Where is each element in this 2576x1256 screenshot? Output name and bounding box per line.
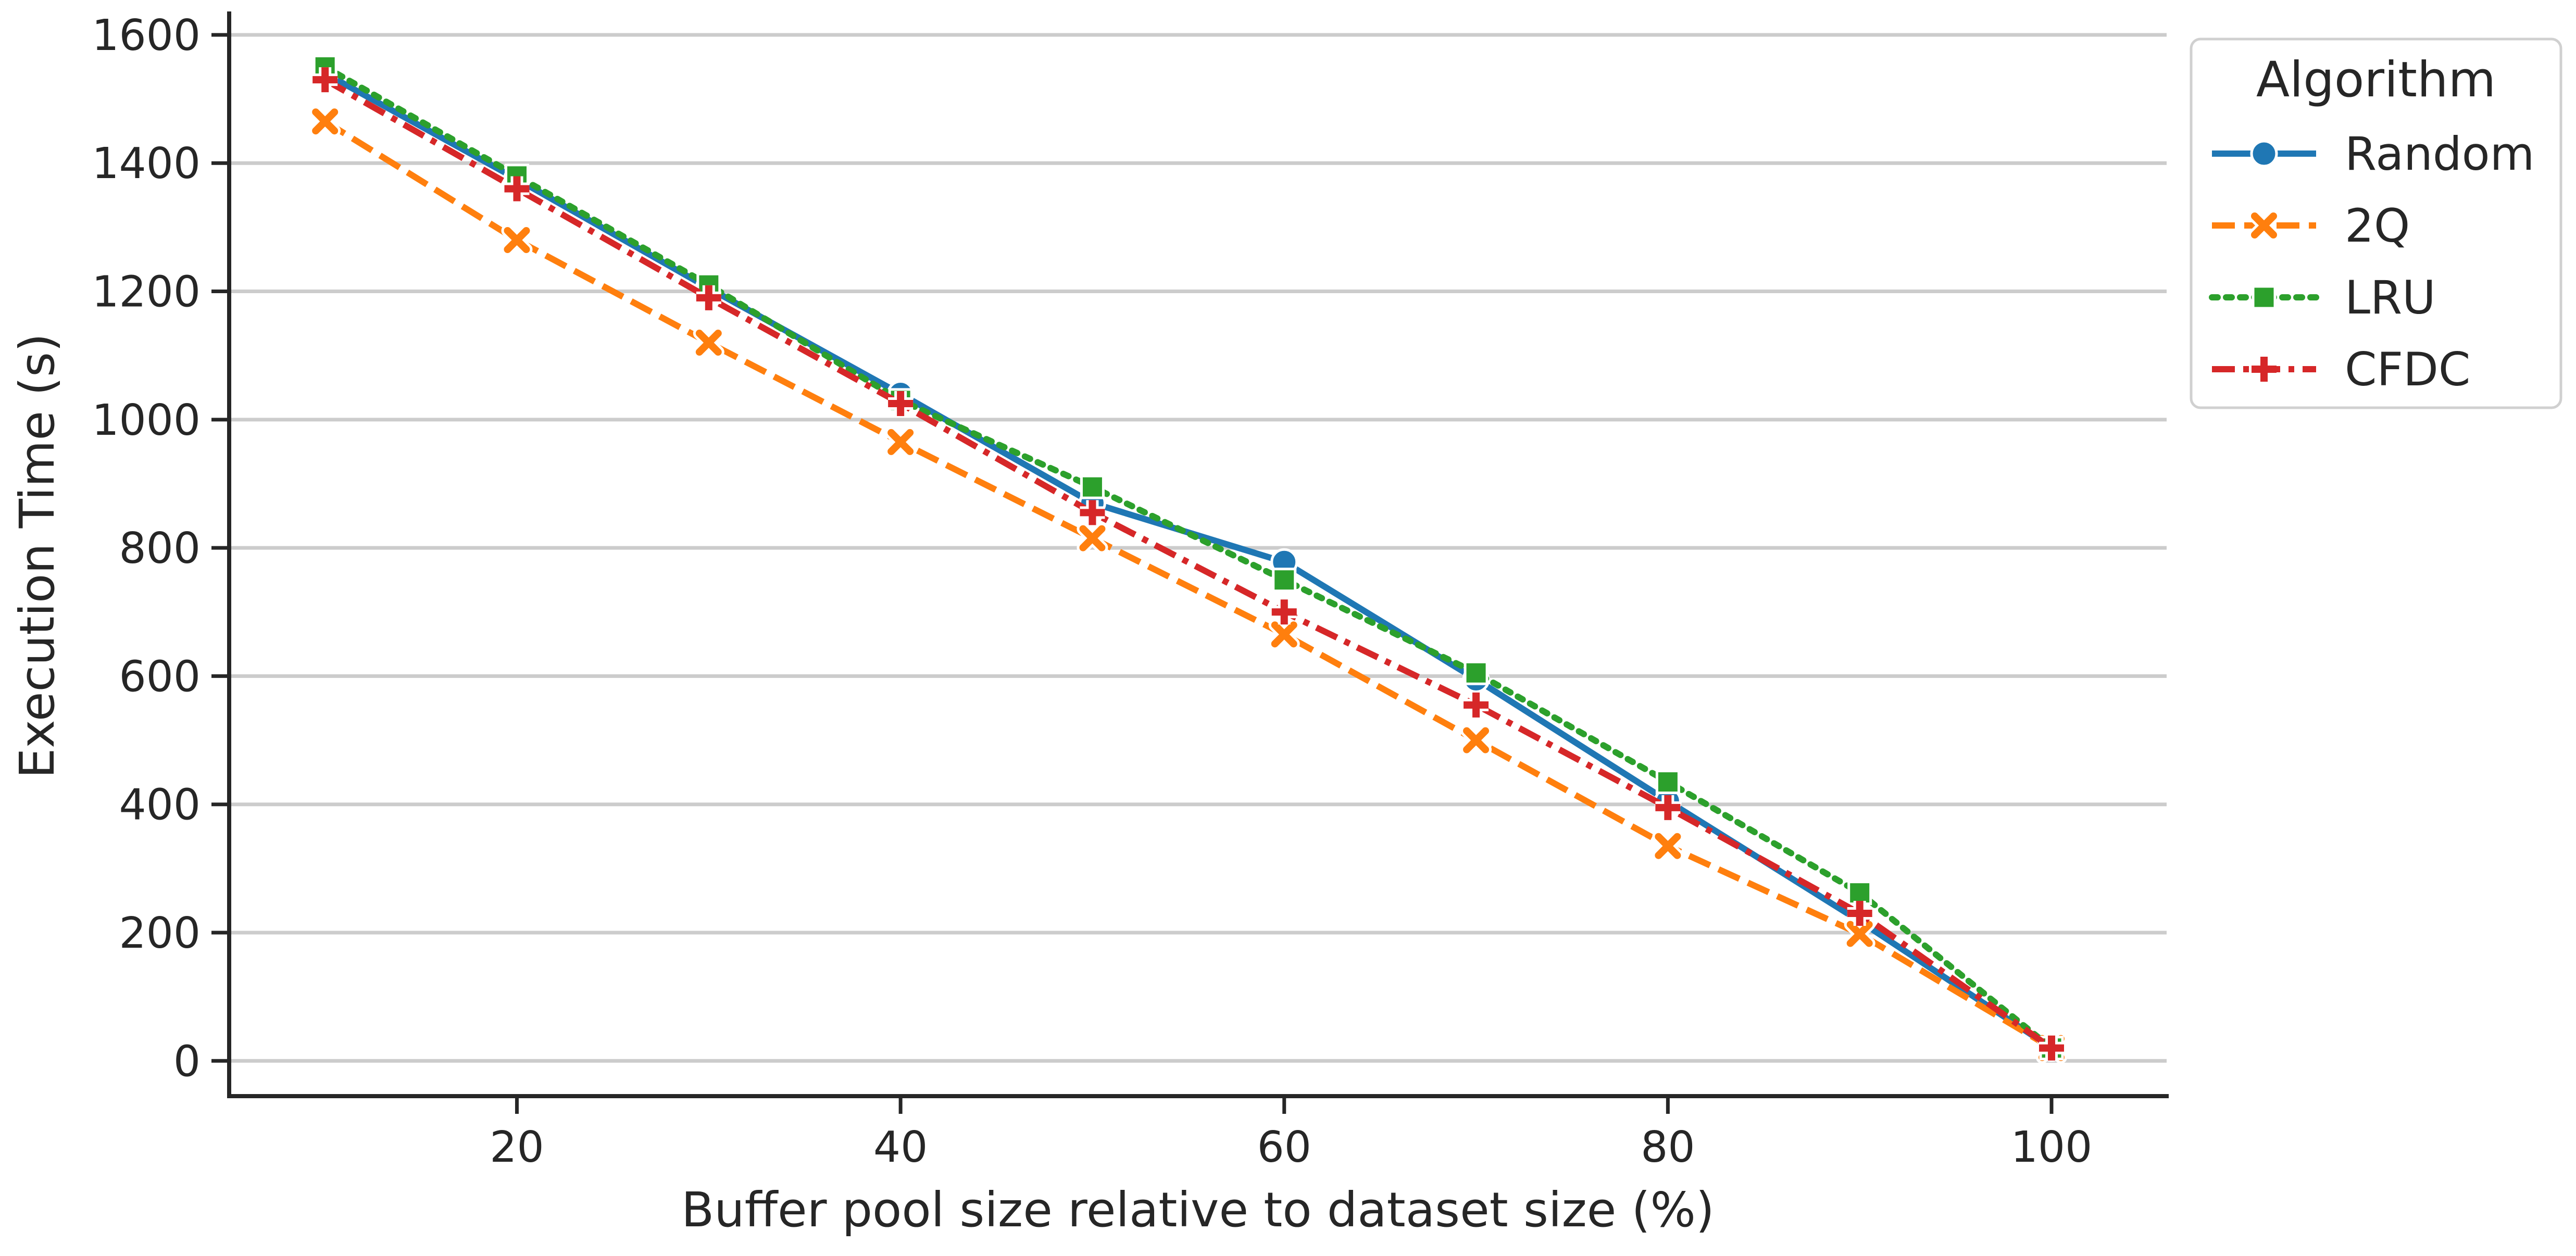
point-2q-80-glyph (1655, 833, 1681, 859)
point-2q-10-glyph (312, 108, 339, 135)
point-cfdc-30-glyph (696, 285, 721, 310)
series-group (309, 55, 2068, 1064)
x-axis-title: Buffer pool size relative to dataset siz… (681, 1182, 1715, 1238)
point-2q-60 (1268, 619, 1300, 650)
series-lru (312, 55, 2064, 1061)
point-cfdc-40-glyph (888, 391, 914, 417)
point-cfdc-10 (312, 67, 338, 93)
legend-title: Algorithm (2256, 52, 2496, 108)
y-tick-label-1600: 1600 (92, 11, 201, 60)
y-tick-label-600: 600 (119, 652, 201, 701)
point-cfdc-80 (1655, 795, 1681, 820)
point-cfdc-90-glyph (1847, 901, 1872, 926)
point-cfdc-50-glyph (1080, 500, 1105, 525)
series-line-2q (323, 119, 2054, 1051)
point-2q-80 (1652, 830, 1684, 862)
point-2q-90 (1844, 918, 1875, 950)
point-cfdc-60 (1271, 599, 1297, 625)
point-2q-40 (885, 426, 917, 458)
legend-marker-2q (2248, 210, 2280, 241)
point-2q-10 (309, 106, 341, 137)
x-tick-label-20: 20 (490, 1123, 544, 1172)
point-2q-90-glyph (1846, 921, 1873, 947)
axes: 0 200 400 600 800 1000 1200 1400 1600 20 40 60 80 100 (92, 11, 2169, 1172)
point-2q-70 (1460, 724, 1492, 756)
point-2q-40-glyph (887, 429, 914, 455)
point-lru-70 (1464, 660, 1489, 685)
y-axis-title: Execution Time (s) (9, 333, 65, 778)
point-2q-30-glyph (695, 330, 722, 356)
point-lru-60 (1272, 568, 1297, 593)
legend-marker-2q-glyph (2251, 212, 2277, 238)
point-2q-50-glyph (1079, 525, 1106, 551)
point-cfdc-70-glyph (1464, 692, 1489, 718)
legend-item-2q: 2Q (2212, 199, 2410, 253)
point-2q-60-glyph (1271, 621, 1297, 648)
series-line-cfdc (323, 77, 2054, 1051)
x-tick-label-80: 80 (1641, 1123, 1695, 1172)
legend-marker-random (2250, 140, 2278, 168)
point-lru-50 (1080, 474, 1105, 499)
legend-frame (2190, 37, 2562, 409)
legend-marker-cfdc-glyph (2252, 357, 2277, 382)
point-cfdc-40 (888, 391, 914, 417)
x-tick-label-100: 100 (2011, 1123, 2093, 1172)
point-2q-30 (693, 327, 724, 359)
x-tick-label-60: 60 (1257, 1123, 1311, 1172)
point-2q-20 (501, 224, 533, 256)
legend-label-random: Random (2345, 127, 2534, 181)
point-cfdc-70 (1464, 692, 1489, 718)
legend-label-cfdc: CFDC (2345, 343, 2470, 396)
point-cfdc-90 (1847, 901, 1872, 926)
point-cfdc-100 (2039, 1035, 2065, 1061)
point-cfdc-10-glyph (312, 67, 338, 93)
y-tick-label-0: 0 (173, 1037, 201, 1086)
point-lru-80 (1655, 770, 1680, 795)
legend-item-cfdc: CFDC (2212, 343, 2470, 396)
point-cfdc-20 (504, 176, 530, 202)
legend-item-lru: LRU (2209, 271, 2436, 324)
legend-item-random: Random (2212, 127, 2534, 181)
point-2q-50 (1077, 522, 1108, 554)
y-tick-label-200: 200 (119, 909, 201, 958)
point-2q-20-glyph (504, 227, 530, 254)
y-tick-label-1200: 1200 (92, 268, 201, 317)
point-cfdc-20-glyph (504, 176, 530, 202)
point-cfdc-60-glyph (1271, 599, 1297, 625)
legend-label-2q: 2Q (2345, 199, 2410, 253)
point-lru-90 (1847, 881, 1872, 906)
point-cfdc-100-glyph (2039, 1035, 2065, 1061)
y-tick-label-1400: 1400 (92, 139, 201, 189)
x-tick-label-40: 40 (873, 1123, 928, 1172)
series-2q (309, 106, 2068, 1064)
legend-label-lru: LRU (2345, 271, 2436, 324)
y-tick-label-1000: 1000 (92, 396, 201, 445)
gridlines (229, 33, 2167, 1063)
point-2q-70-glyph (1463, 727, 1490, 753)
legend-marker-lru (2252, 285, 2277, 310)
series-cfdc (312, 67, 2065, 1061)
series-line-lru (322, 64, 2055, 1051)
y-tick-label-800: 800 (119, 524, 201, 573)
point-cfdc-30 (696, 285, 721, 310)
legend-marker-cfdc (2252, 357, 2277, 382)
point-cfdc-80-glyph (1655, 795, 1681, 820)
y-tick-label-400: 400 (119, 781, 201, 830)
point-cfdc-50 (1080, 500, 1105, 525)
legend: Algorithm Random 2Q LRU CFDC (2190, 37, 2562, 409)
